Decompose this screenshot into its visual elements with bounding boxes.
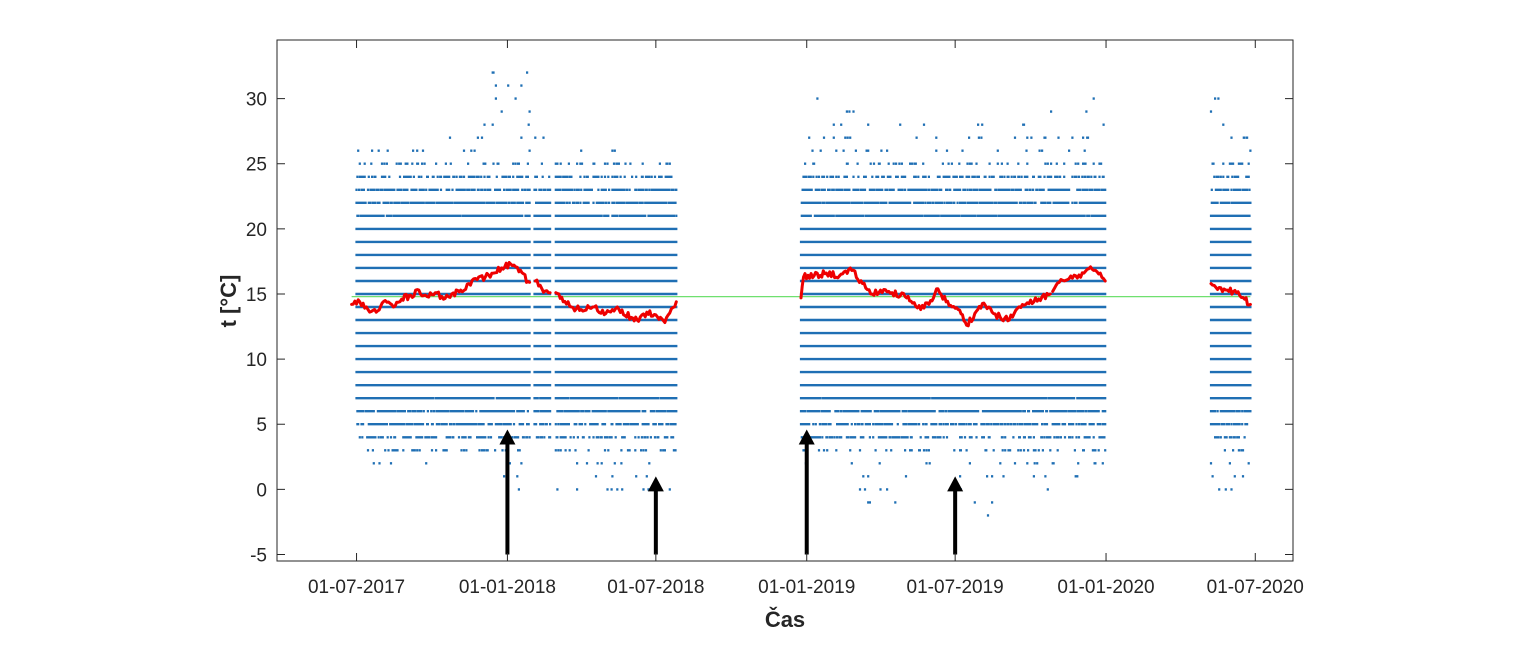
y-axis-title: t [°C] — [216, 275, 241, 328]
plot-frame — [276, 39, 1294, 562]
moving-average-line — [1209, 282, 1252, 307]
moving-average-line — [533, 278, 552, 295]
moving-average-line — [350, 261, 532, 314]
x-tick-label: 01-01-2018 — [459, 577, 556, 598]
y-tick-label: 25 — [246, 155, 267, 176]
x-tick-label: 01-07-2018 — [607, 577, 704, 598]
y-tick-label: 20 — [246, 220, 267, 241]
x-tick-label: 01-07-2017 — [308, 577, 405, 598]
y-tick-label: 30 — [246, 90, 267, 111]
moving-average-line — [799, 266, 1052, 328]
moving-average-line — [1051, 265, 1107, 293]
x-tick-label: 01-01-2020 — [1057, 577, 1154, 598]
x-axis: 01-07-2017 01-01-2018 01-07-2018 01-01-2019… — [308, 40, 1304, 598]
y-tick-label: -5 — [250, 545, 267, 566]
y-tick-label: 15 — [246, 285, 267, 306]
x-axis-title: Čas — [765, 607, 805, 632]
x-tick-label: 01-01-2019 — [758, 577, 855, 598]
x-tick-label: 01-07-2019 — [907, 577, 1004, 598]
plot-background — [277, 40, 1293, 561]
y-axis: -5 0 5 10 15 20 25 30 — [246, 90, 1293, 566]
x-tick-label: 01-07-2020 — [1207, 577, 1304, 598]
arrow-head — [499, 429, 516, 445]
y-tick-label: 5 — [256, 415, 267, 436]
y-tick-label: 10 — [246, 350, 267, 371]
arrow-annotation — [647, 476, 664, 555]
arrow-head — [647, 476, 664, 492]
moving-average-line — [554, 291, 678, 325]
arrow-head — [947, 476, 964, 492]
arrow-head — [798, 429, 815, 445]
arrow-annotation — [947, 476, 964, 555]
moving-average-series — [350, 261, 1252, 328]
arrow-annotation — [499, 429, 516, 555]
y-tick-label: 0 — [256, 480, 267, 501]
arrow-annotation — [798, 429, 815, 555]
annotation-arrows — [499, 429, 964, 555]
